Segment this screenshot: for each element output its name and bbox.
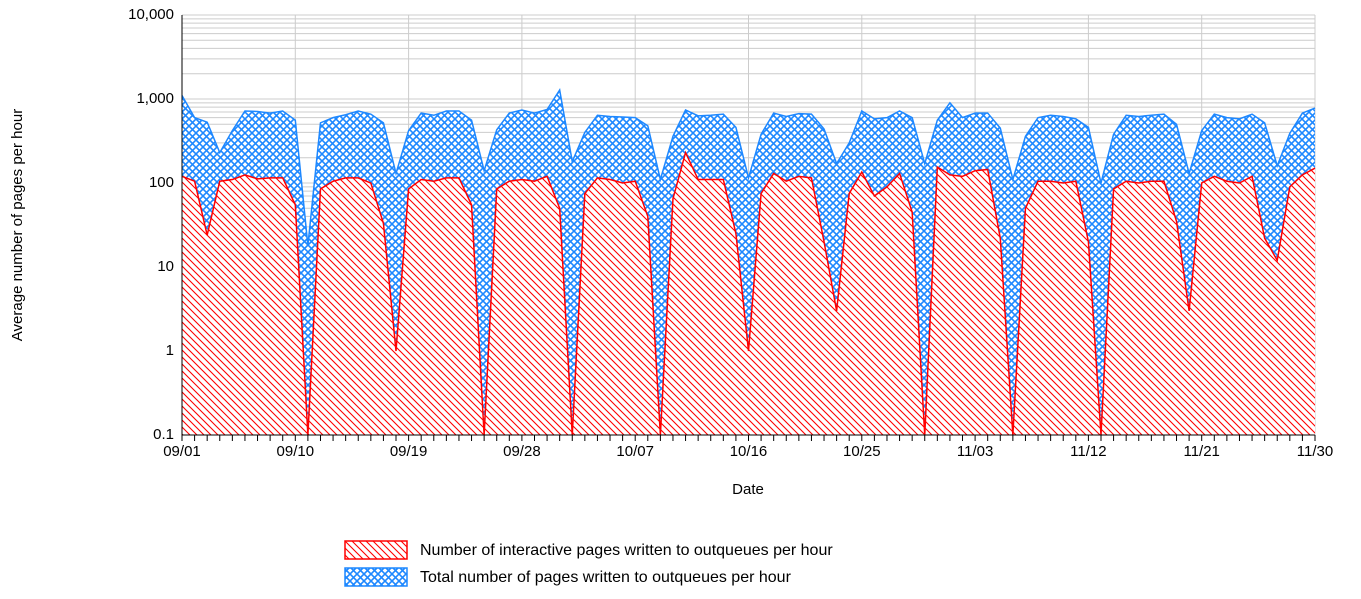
x-axis-label: Date [732, 481, 764, 498]
legend-label: Total number of pages written to outqueu… [420, 569, 792, 586]
x-tick-label: 11/12 [1070, 443, 1106, 460]
x-tick-label: 10/16 [730, 443, 768, 460]
x-tick-label: 09/19 [390, 443, 428, 460]
legend-label: Number of interactive pages written to o… [420, 542, 833, 559]
legend-swatch [344, 567, 408, 587]
legend-swatch [344, 540, 408, 560]
line [181, 150, 1316, 436]
x-tick-label: 09/01 [163, 443, 201, 460]
x-tick-label: 11/21 [1183, 443, 1219, 460]
y-tick-label: 0.1 [153, 426, 174, 443]
x-tick-label: 11/03 [957, 443, 993, 460]
x-tick-label: 09/10 [277, 443, 315, 460]
x-tick-label: 09/28 [503, 443, 541, 460]
y-tick-label: 1 [166, 342, 174, 359]
x-tick-label: 10/07 [616, 443, 654, 460]
line [181, 87, 1316, 246]
area [182, 152, 1315, 436]
y-tick-label: 1,000 [136, 90, 174, 107]
x-tick-label: 10/25 [843, 443, 881, 460]
y-tick-label: 10,000 [128, 6, 174, 23]
y-tick-label: 100 [149, 174, 174, 191]
x-tick-label: 11/30 [1297, 443, 1333, 460]
y-tick-label: 10 [157, 258, 174, 275]
y-axis-label: Average number of pages per hour [9, 109, 26, 341]
